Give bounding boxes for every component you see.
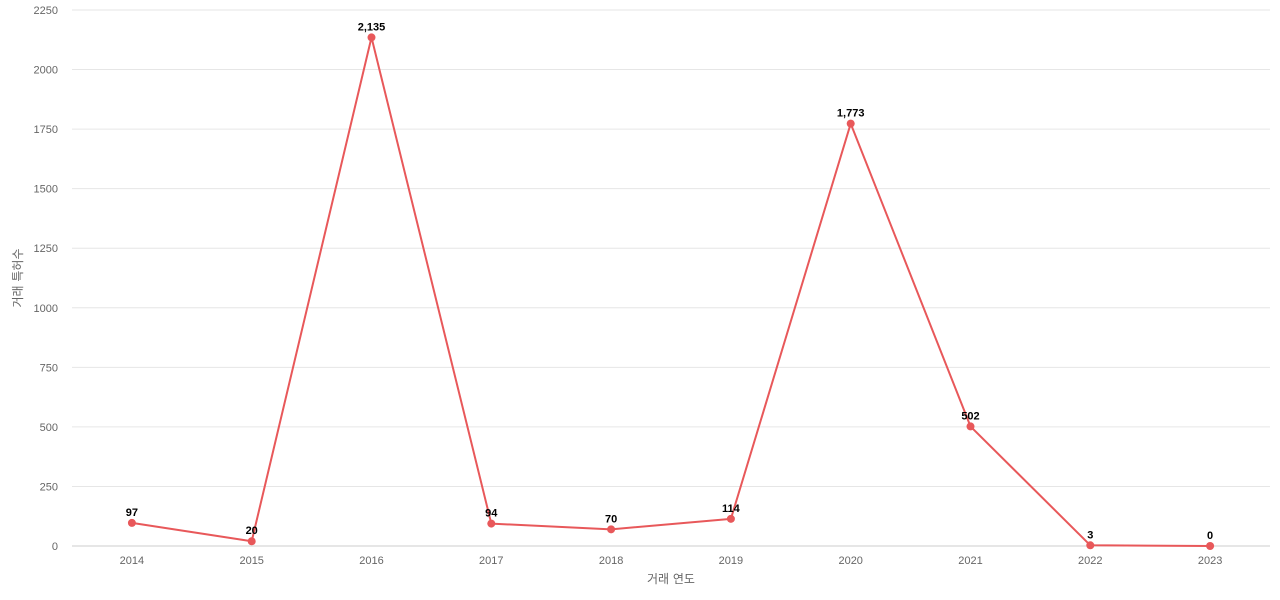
y-tick-label: 1250 <box>34 243 58 255</box>
data-label: 502 <box>961 410 979 422</box>
data-point[interactable] <box>846 119 855 128</box>
y-tick-label: 750 <box>40 362 58 374</box>
data-label: 1,773 <box>837 108 865 120</box>
data-label: 3 <box>1087 529 1093 541</box>
data-label: 2,135 <box>358 21 386 33</box>
data-points <box>127 33 1215 550</box>
data-label: 94 <box>485 508 498 520</box>
data-label: 97 <box>126 507 138 519</box>
data-point[interactable] <box>367 33 376 42</box>
data-label: 114 <box>722 503 741 515</box>
x-tick-label: 2021 <box>958 555 982 567</box>
x-tick-label: 2022 <box>1078 555 1102 567</box>
data-label: 70 <box>605 513 617 525</box>
data-point[interactable] <box>487 519 496 528</box>
data-point[interactable] <box>966 422 975 431</box>
series <box>130 36 1212 547</box>
data-point[interactable] <box>247 537 256 546</box>
x-tick-label: 2023 <box>1198 555 1222 567</box>
x-tick-label: 2016 <box>359 555 383 567</box>
series-line <box>130 36 1212 547</box>
y-tick-label: 250 <box>40 481 58 493</box>
y-tick-labels: 0 250 500 750 1000 1250 1500 1750 2000 2250 <box>34 5 58 553</box>
data-point[interactable] <box>607 525 616 534</box>
y-tick-label: 1500 <box>34 184 58 196</box>
data-point[interactable] <box>127 518 136 527</box>
data-label: 20 <box>246 525 258 537</box>
x-tick-labels: 2014 2015 2016 2017 2018 2019 2020 2021 2022 2023 <box>120 555 1223 567</box>
x-tick-label: 2017 <box>479 555 503 567</box>
x-tick-label: 2015 <box>239 555 263 567</box>
data-labels: 97 20 2,135 94 70 114 1,773 502 3 0 <box>126 21 1213 542</box>
x-tick-label: 2020 <box>838 555 862 567</box>
y-tick-label: 500 <box>40 422 58 434</box>
y-tick-label: 1750 <box>34 124 58 136</box>
y-tick-label: 0 <box>52 541 58 553</box>
x-tick-label: 2018 <box>599 555 623 567</box>
data-point[interactable] <box>726 514 735 523</box>
y-tick-label: 2250 <box>34 5 58 17</box>
y-axis-title: 거래 특허수 <box>11 248 25 307</box>
y-tick-label: 2000 <box>34 65 58 77</box>
data-label: 0 <box>1207 530 1213 542</box>
x-axis-title: 거래 연도 <box>647 572 695 586</box>
gridlines <box>72 9 1270 487</box>
x-tick-label: 2014 <box>120 555 144 567</box>
data-point[interactable] <box>1086 541 1095 550</box>
y-tick-label: 1000 <box>34 303 58 315</box>
data-point[interactable] <box>1206 542 1215 550</box>
x-tick-label: 2019 <box>719 555 743 567</box>
